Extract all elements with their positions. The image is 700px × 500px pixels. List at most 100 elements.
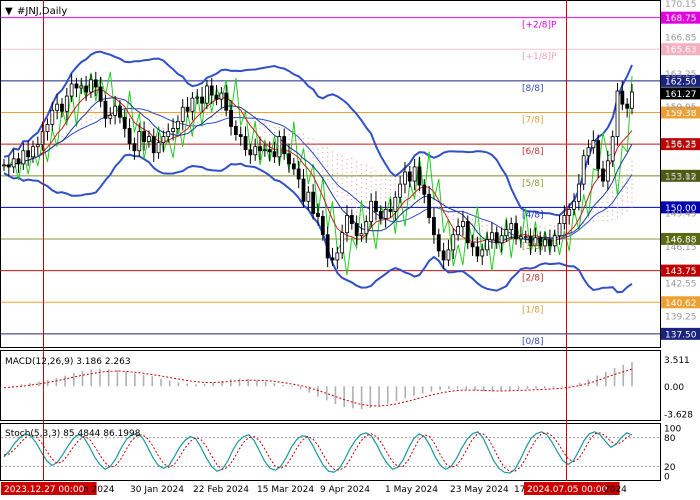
cloud-dot: [481, 230, 483, 232]
cloud-dot: [215, 115, 218, 117]
candle-body: [552, 235, 557, 247]
candle-body: [441, 250, 446, 261]
candle-body: [591, 140, 596, 149]
cloud-dot: [331, 174, 334, 176]
candle-body: [543, 239, 547, 247]
cloud-dot: [341, 155, 343, 157]
cloud-dot: [312, 142, 314, 145]
cloud-dot: [481, 225, 483, 227]
cloud-dot: [399, 204, 401, 206]
cloud-dot: [85, 121, 87, 123]
price-axis: 168.75 165.63 162.50 159.38 156.25 153.12 150.…: [661, 0, 700, 340]
cloud-dot: [631, 192, 633, 194]
cloud-dot: [375, 179, 377, 181]
murrey-level-label: [4/8]: [522, 210, 544, 220]
cloud-dot: [375, 170, 377, 172]
price-level-value: 143.75: [665, 267, 697, 277]
candle-body: [451, 234, 456, 251]
murrey-level-label: [7/8]: [522, 115, 544, 125]
candle-body: [427, 193, 432, 218]
cloud-dot: [539, 226, 541, 228]
cloud-dot: [336, 158, 338, 161]
cloud-dot: [288, 133, 290, 136]
candle-body: [490, 232, 494, 241]
cloud-dot: [322, 147, 324, 149]
candle-body: [596, 140, 601, 170]
candle-body: [461, 221, 465, 228]
cloud-dot: [61, 135, 63, 138]
cloud-dot: [385, 183, 387, 185]
cloud-dot: [471, 228, 474, 230]
price-axis-tick: 170.15: [665, 0, 697, 10]
cloud-dot: [148, 123, 150, 125]
candle-body: [185, 106, 190, 112]
candle-body: [296, 168, 301, 180]
chart-title: #JNJ,Daily: [17, 6, 67, 17]
cloud-dot: [409, 195, 411, 197]
candle-body: [562, 215, 567, 224]
cloud-dot: [336, 168, 338, 170]
window-arrow-icon[interactable]: ▼: [5, 6, 13, 17]
cloud-dot: [351, 167, 353, 169]
cloud-dot: [583, 222, 585, 224]
cloud-dot: [346, 199, 348, 201]
macd-pane-border: [0, 350, 661, 421]
cloud-dot: [626, 196, 628, 198]
cloud-dot: [385, 187, 387, 190]
date-axis-label: 23 May 2024: [450, 485, 509, 495]
candle-body: [79, 85, 84, 89]
candle-body: [137, 131, 142, 152]
cloud-dot: [322, 142, 324, 145]
price-level-value: 156.25: [665, 141, 697, 151]
cloud-dot: [331, 151, 334, 153]
cloud-dot: [481, 221, 483, 223]
candle-body: [572, 200, 576, 210]
cloud-dot: [341, 173, 343, 175]
candle-body: [248, 149, 253, 156]
cloud-dot: [346, 194, 348, 197]
cloud-dot: [360, 182, 363, 184]
cloud-dot: [612, 214, 614, 216]
cloud-dot: [327, 165, 329, 167]
cloud-dot: [360, 173, 363, 175]
candle-body: [369, 200, 374, 222]
cloud-dot: [602, 197, 604, 199]
candle-body: [485, 239, 489, 251]
candle-body: [523, 236, 528, 239]
candle-body: [436, 234, 441, 252]
cloud-dot: [85, 117, 87, 119]
date-axis-label: 15 Mar 2024: [257, 485, 314, 495]
current-price-value: 161.27: [665, 90, 697, 100]
cloud-dot: [612, 196, 614, 198]
cloud-dot: [341, 182, 343, 184]
candle-body: [282, 136, 287, 155]
candle-body: [132, 143, 137, 152]
main-pane-border: [0, 0, 661, 348]
cloud-dot: [380, 197, 382, 199]
cloud-dot: [360, 191, 363, 193]
price-axis-tick: 139.25: [665, 313, 697, 323]
candle-body: [69, 83, 74, 97]
cloud-dot: [626, 205, 628, 207]
cloud-dot: [351, 198, 353, 201]
cloud-dot: [346, 185, 348, 188]
cloud-dot: [129, 116, 131, 118]
cloud-dot: [322, 170, 324, 172]
cloud-dot: [90, 114, 92, 116]
cloud-dot: [404, 196, 406, 199]
cloud-dot: [457, 207, 459, 210]
cloud-dot: [302, 147, 305, 149]
cloud-dot: [317, 148, 319, 150]
cloud-dot: [389, 184, 392, 186]
cloud-dot: [597, 206, 599, 208]
date-axis-label: 2024: [604, 485, 627, 495]
date-badge: [1, 482, 97, 495]
cloud-dot: [341, 200, 343, 203]
candle-body: [567, 209, 572, 216]
candle-body: [287, 153, 291, 165]
cloud-dot: [336, 195, 338, 197]
price-axis-tick: 156.35: [665, 140, 697, 150]
candle-body: [407, 171, 412, 182]
cloud-dot: [602, 211, 604, 213]
